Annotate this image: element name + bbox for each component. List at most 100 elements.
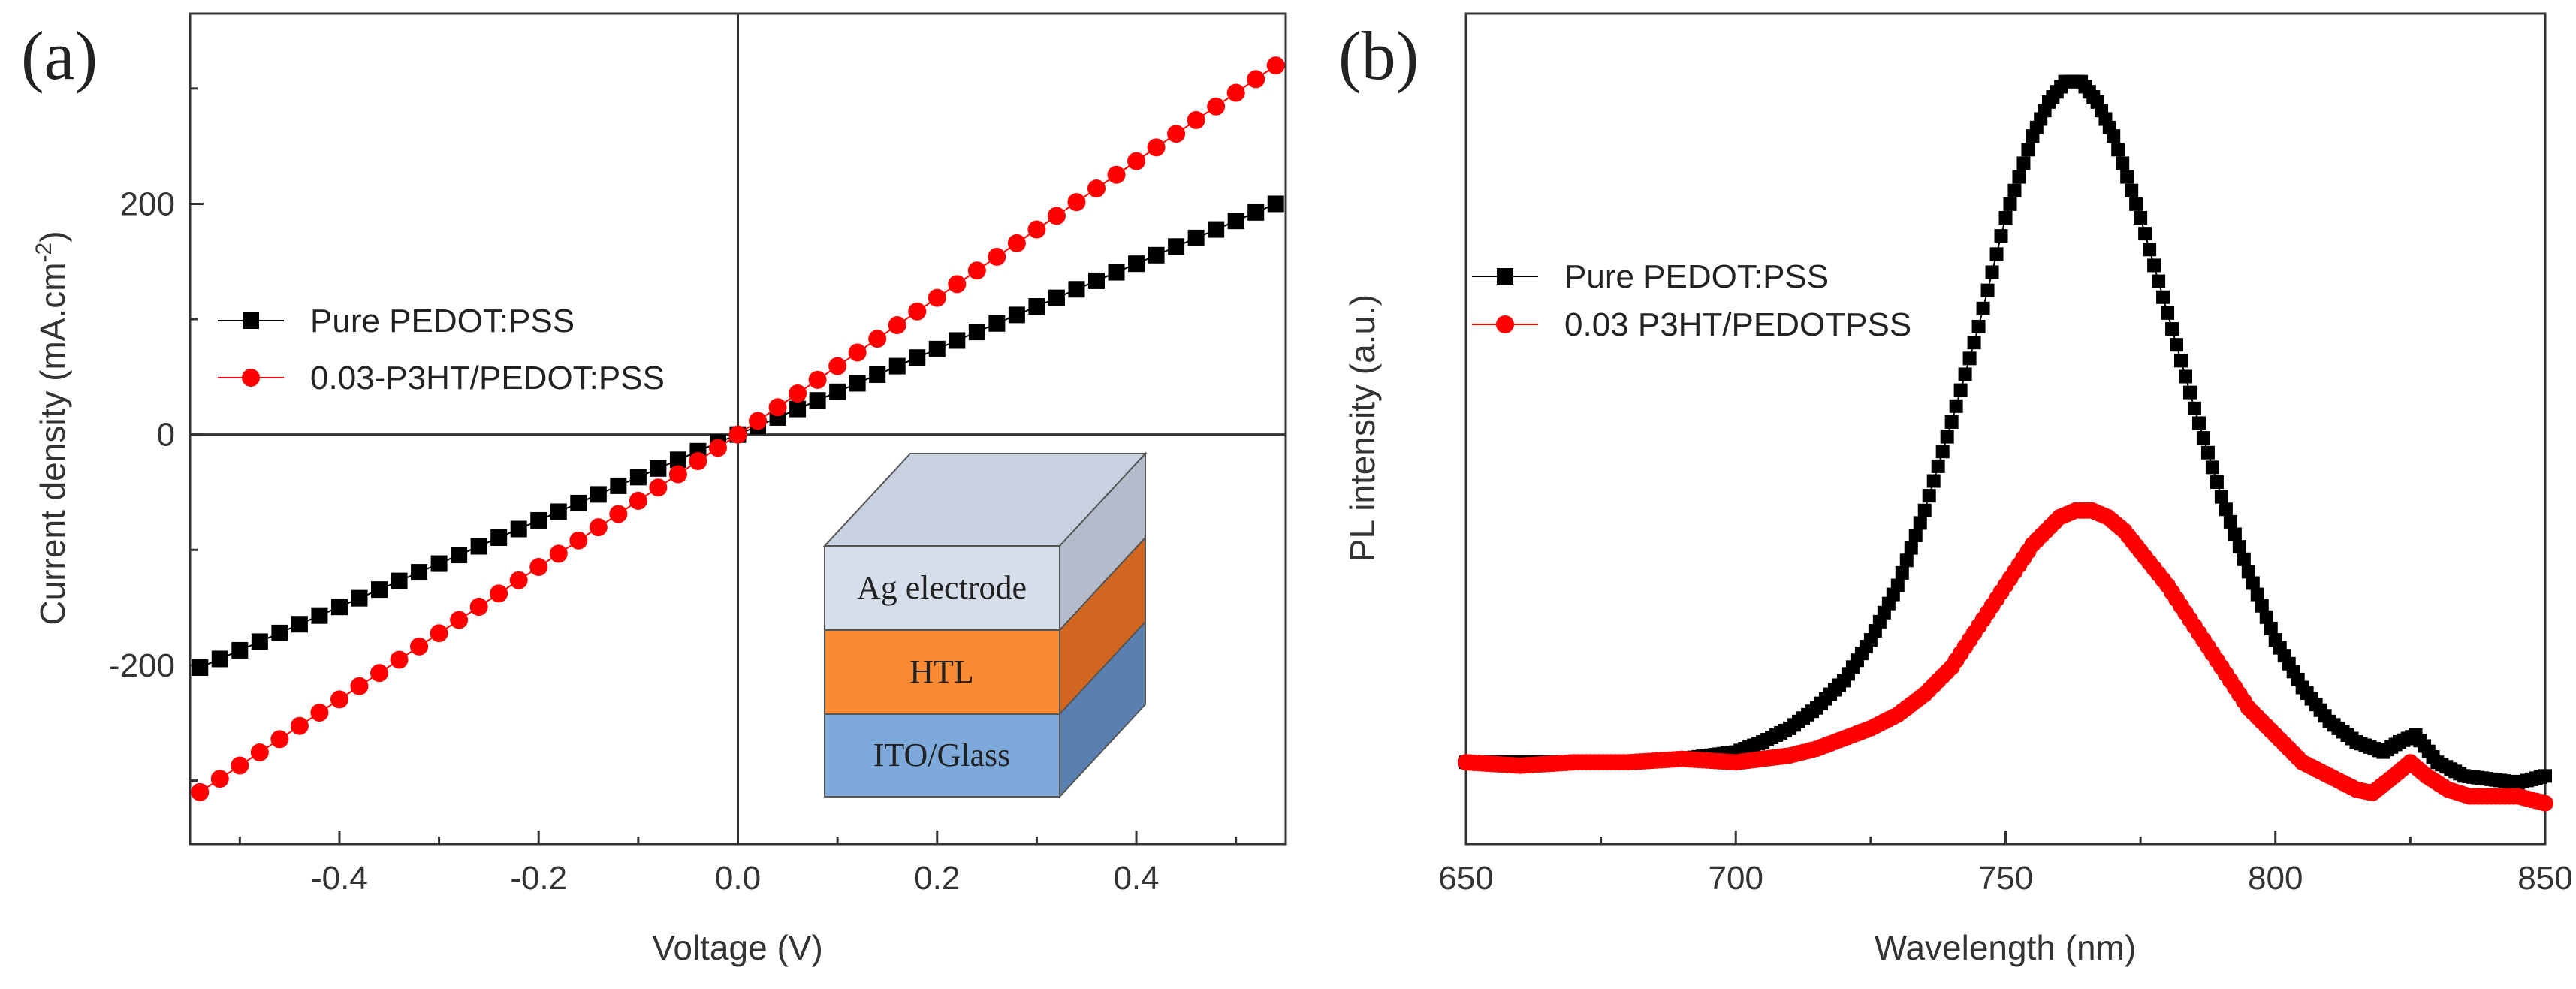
panel-a-pure-pedot-point	[1148, 246, 1165, 264]
panel-a-p3ht-pedot-point	[469, 598, 488, 617]
inset-label-ag-electrode: Ag electrode	[857, 569, 1027, 606]
panel-b-pure-pedot-point-interp	[2200, 445, 2215, 460]
panel-b-pure-pedot-point-interp	[1913, 516, 1927, 530]
panel-b-pure-pedot-point-interp	[1935, 445, 1950, 459]
panel-a-pure-pedot-point	[271, 624, 288, 641]
panel-a-p3ht-pedot-point	[668, 465, 687, 484]
panel-b-pure-pedot-point-interp	[1904, 541, 1918, 555]
panel-b-p3ht-pedot-point-interp	[1992, 583, 2010, 601]
inset-ag-front-face	[824, 545, 1060, 631]
panel-a-p3ht-pedot-point	[1207, 97, 1226, 116]
panel-a-p3ht-pedot-point	[430, 624, 448, 643]
panel-a-pure-pedot-point	[1068, 281, 1085, 298]
panel-b-pure-pedot-point-interp	[1832, 678, 1846, 692]
panel-a-y-tick-label: -200	[109, 647, 175, 684]
panel-a-pure-pedot-point	[530, 511, 547, 529]
panel-a-x-ticks: -0.4 -0.2 0.0 0.2 0.4	[238, 831, 1238, 897]
panel-b-plot-frame	[1464, 12, 2547, 846]
panel-b-p3ht-pedot-point-interp	[2532, 794, 2550, 811]
panel-a-pure-pedot-point	[1208, 221, 1225, 238]
panel-a-p3ht-pedot-point	[848, 343, 867, 362]
panel-b-pure-pedot-point-interp	[2143, 243, 2157, 257]
panel-a-p3ht-pedot-point	[1047, 207, 1066, 225]
panel-a-pure-pedot-point	[789, 400, 807, 418]
panel-b-pure-pedot-point-interp	[1886, 587, 1900, 602]
panel-a-p3ht-pedot-point	[868, 330, 887, 348]
panel-b-pure-pedot-point-interp	[2138, 227, 2152, 241]
panel-b-pure-pedot-point-interp	[2255, 599, 2269, 613]
panel-a-y-axis-title: Current density (mA.cm-2)	[32, 231, 72, 625]
panel-a-pure-pedot-point	[1168, 238, 1185, 255]
panel-b-x-tick-label: 850	[2517, 860, 2572, 897]
panel-b-pure-pedot-point-interp	[1859, 640, 1873, 654]
panel-a-pure-pedot-point	[968, 324, 985, 341]
panel-a-p3ht-pedot-point	[370, 664, 389, 683]
panel-b-pure-pedot-point-interp	[2205, 460, 2219, 475]
panel-b-pure-pedot-point-interp	[1949, 399, 1963, 413]
panel-a-p3ht-pedot-point	[888, 316, 906, 335]
inset-ito-front-face	[824, 713, 1060, 798]
panel-a-pure-pedot-point	[470, 538, 487, 555]
panel-a-p3ht-pedot-point	[928, 288, 946, 307]
panel-a-y-tick-label: 0	[157, 417, 175, 454]
panel-b-pure-pedot-point-interp	[2534, 770, 2548, 784]
panel-a-p3ht-pedot-point	[1167, 125, 1186, 143]
panel-a-p3ht-pedot-point	[1127, 152, 1146, 170]
panel-b-pure-pedot-point-interp	[2147, 258, 2161, 273]
panel-a-pure-pedot-point	[888, 357, 906, 375]
panel-b-pure-pedot-point-interp	[1994, 229, 2008, 243]
panel-a-pure-pedot-point	[311, 607, 328, 624]
panel-a-pure-pedot-point	[510, 520, 527, 538]
panel-a-pure-pedot-point	[610, 477, 627, 494]
panel-b-pure-pedot-point-interp	[2237, 552, 2251, 566]
panel-a-p3ht-pedot-point	[589, 518, 608, 537]
panel-a-pure-pedot-point	[909, 349, 926, 366]
panel-b-pure-pedot-point-interp	[2116, 156, 2130, 170]
panel-a-p3ht-pedot-point	[210, 770, 229, 788]
panel-a-pure-pedot-point	[351, 589, 368, 607]
panel-a-p3ht-pedot-point	[191, 782, 210, 801]
panel-a-p3ht-pedot-point	[1067, 193, 1086, 212]
panel-a-pure-pedot-point	[1247, 204, 1265, 221]
panel-b-pure-pedot-point	[1917, 503, 1932, 517]
panel-b-series-p3ht-pedot	[1458, 502, 2553, 812]
panel-b-pure-pedot-point-interp	[2179, 369, 2192, 384]
panel-b-pure-pedot-point-interp	[2125, 183, 2139, 197]
panel-a-series-p3ht-pedot	[191, 56, 1285, 801]
panel-a-p3ht-pedot-point	[490, 584, 508, 603]
panel-b-p3ht-pedot-point-interp	[2208, 652, 2225, 669]
panel-a-pure-pedot-point	[1108, 264, 1125, 281]
panel-a-pure-pedot-point	[371, 581, 388, 599]
panel-a-label: (a)	[21, 17, 98, 94]
legend-b-label-p3ht: 0.03 P3HT/PEDOTPSS	[1564, 306, 1911, 343]
panel-a-p3ht-pedot-point	[1027, 220, 1046, 239]
panel-b-pure-pedot-point-interp	[2120, 170, 2134, 184]
panel-a-y-ticks: -200 0 200	[109, 87, 204, 782]
panel-a-p3ht-pedot-point	[708, 439, 727, 457]
panel-a-p3ht-pedot-point	[908, 302, 927, 321]
panel-b-pure-pedot-point-interp	[1976, 301, 1990, 315]
panel-b-x-ticks: 650 700 750 800 850	[1438, 831, 2573, 897]
panel-a-p3ht-pedot-point	[330, 690, 348, 709]
panel-b-pure-pedot-point-interp	[2156, 290, 2170, 304]
panel-b-pure-pedot-point-interp	[2232, 540, 2246, 554]
panel-b-pure-pedot-line	[1466, 80, 2546, 784]
panel-a-p3ht-pedot-point	[789, 384, 807, 403]
panel-a-x-tick-label: -0.2	[510, 860, 567, 897]
panel-b-pure-pedot-point-interp	[1967, 336, 1981, 350]
panel-b-pure-pedot-point-interp	[2228, 527, 2242, 541]
panel-b-pure-pedot-point-interp	[1958, 367, 1972, 381]
panel-b-pure-pedot-point-interp	[1940, 430, 1954, 444]
panel-b-pure-pedot-point	[1944, 415, 1959, 429]
panel-a-pure-pedot-point	[829, 383, 846, 400]
panel-b-pure-pedot-point-interp	[2210, 475, 2224, 490]
legend-a-label-pure: Pure PEDOT:PSS	[310, 303, 575, 339]
panel-a-pure-pedot-point	[231, 641, 249, 659]
panel-b-pure-pedot-point	[1998, 210, 2013, 225]
panel-a-pure-pedot-point	[291, 616, 308, 633]
panel-b-pure-pedot-point-interp	[2152, 274, 2166, 288]
panel-a-pure-pedot-point	[629, 469, 647, 486]
panel-b-pure-pedot-point-interp	[2111, 143, 2125, 157]
panel-a-p3ht-pedot-point	[967, 261, 986, 280]
panel-b-p3ht-pedot-point-interp	[2235, 692, 2252, 710]
